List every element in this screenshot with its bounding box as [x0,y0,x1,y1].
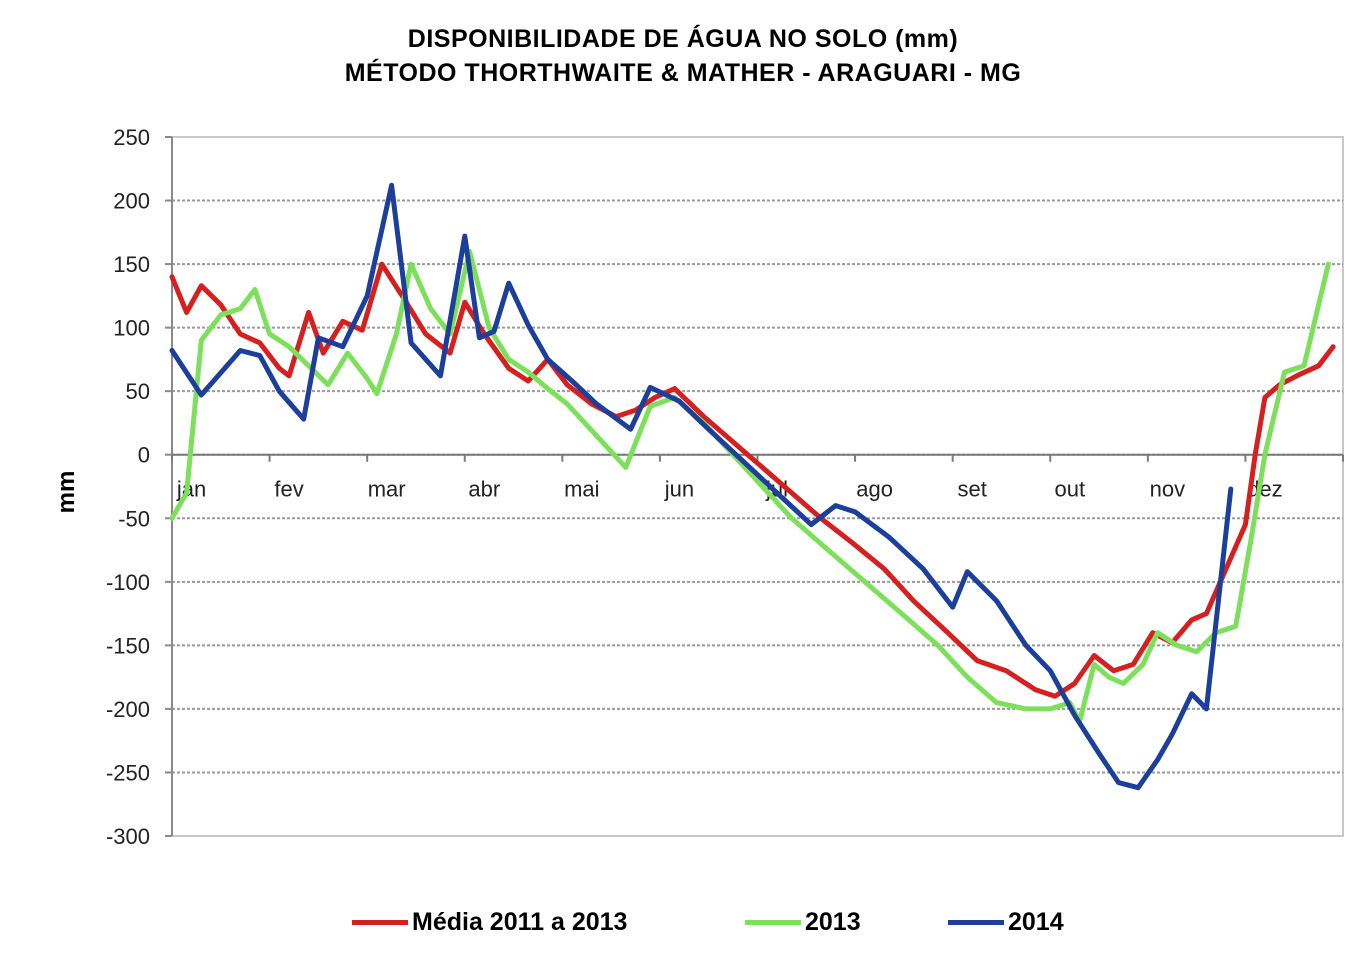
legend-item-2014: 2014 [948,902,1064,942]
series-line-0 [169,261,1336,699]
y-tick-label: 50 [126,379,150,404]
y-tick-label: 250 [113,125,150,150]
x-tick-label: jun [664,477,694,502]
axis-layer: 250 200 150 100 50 0 -50 -100 -150 -200 -250 -300 ja… [106,125,1344,849]
legend-label-2014: 2014 [1008,907,1064,936]
y-tick-label: 100 [113,316,150,341]
chart-legend: Média 2011 a 2013 2013 2014 [0,902,1366,942]
x-tick-label: nov [1150,477,1185,502]
x-tick-label: fev [274,477,303,502]
x-tick-label: mar [368,477,406,502]
y-tick-label: -100 [106,570,150,595]
y-tick-label: -50 [118,506,150,531]
legend-swatch-media [352,919,408,925]
legend-item-2013: 2013 [745,902,861,942]
x-tick-label: mai [564,477,599,502]
legend-swatch-2014 [948,919,1004,925]
x-tick-label: jan [176,477,206,502]
x-tick-label: set [958,477,987,502]
y-tick-label: -200 [106,697,150,722]
y-tick-label: 150 [113,252,150,277]
legend-label-2013: 2013 [805,907,861,936]
y-tick-label: -150 [106,633,150,658]
chart-title-line2: MÉTODO THORTHWAITE & MATHER - ARAGUARI -… [344,59,1022,87]
y-tick-label: -250 [106,760,150,785]
y-tick-label: 0 [138,443,150,468]
x-tick-label: out [1054,477,1085,502]
x-tick-label: ago [856,477,893,502]
chart-title-line1: DISPONIBILIDADE DE ÁGUA NO SOLO (mm) [407,25,959,53]
legend-swatch-2013 [745,919,801,925]
legend-item-media: Média 2011 a 2013 [352,902,627,942]
legend-label-media: Média 2011 a 2013 [412,907,628,936]
y-axis-title: mm [53,471,80,514]
y-tick-label: 200 [113,189,150,214]
series-line-2 [169,182,1234,791]
x-tick-label: abr [468,477,500,502]
series-layer [169,182,1336,791]
y-tick-label: -300 [106,824,150,849]
